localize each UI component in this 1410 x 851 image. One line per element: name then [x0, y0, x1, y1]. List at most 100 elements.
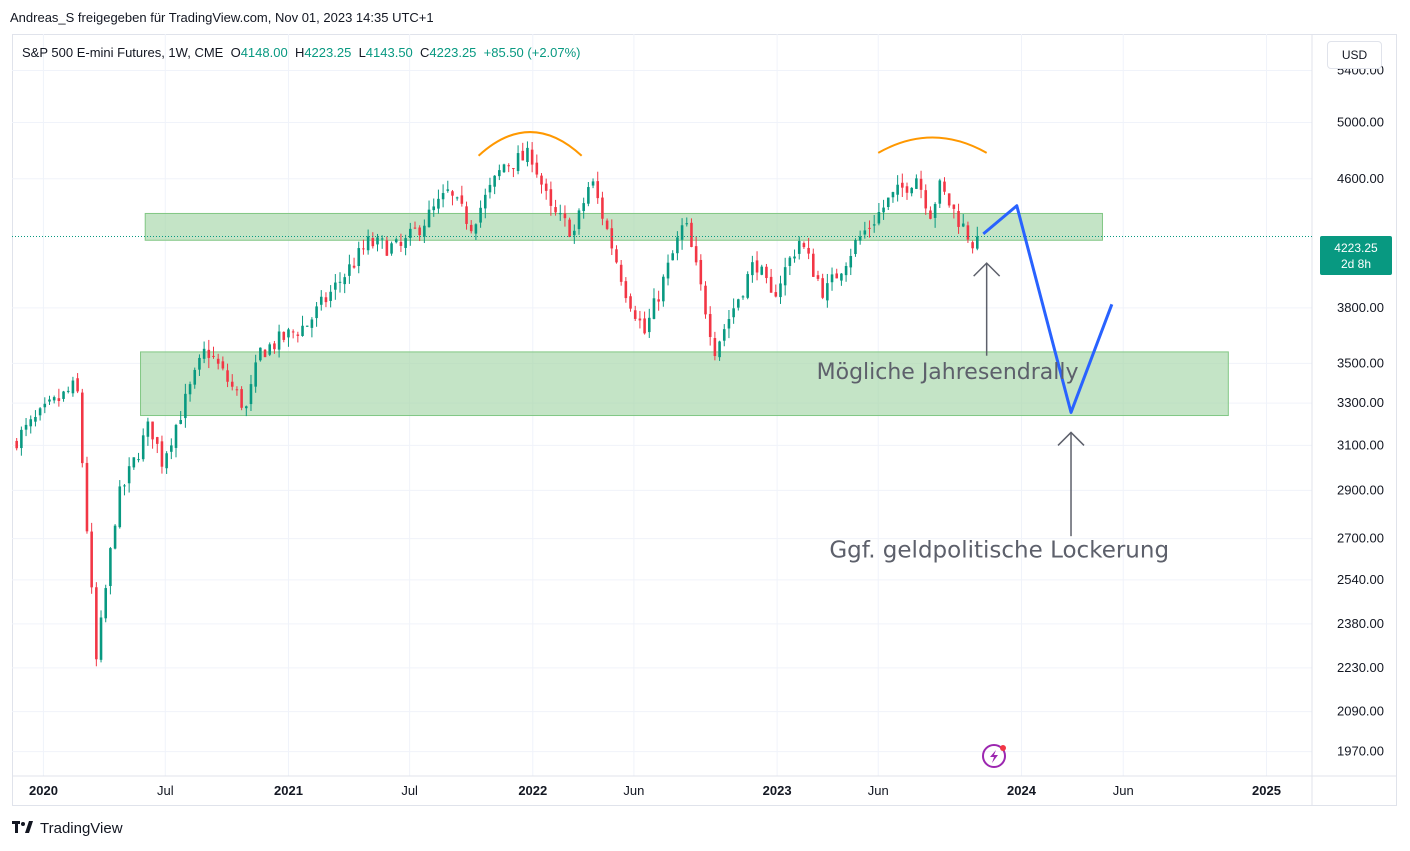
candle-body: [507, 165, 510, 167]
time-tick-label: 2025: [1252, 783, 1281, 798]
time-axis[interactable]: 2020 Jul 2021 Jul 2022 Jun 2023 Jun 2024 Jun 2025: [29, 783, 1281, 798]
candle-body: [629, 296, 632, 309]
candle-body: [474, 224, 478, 234]
candle-body: [202, 348, 206, 359]
candle-body: [132, 457, 136, 468]
candle-body: [558, 213, 562, 215]
candle-body: [788, 257, 792, 266]
candle-body: [380, 238, 384, 240]
candle-body: [807, 247, 810, 254]
price-chart[interactable]: Mögliche Jahresendrally Ggf. geldpolitisc…: [12, 34, 1397, 806]
candle-body: [20, 429, 23, 449]
candle-body: [947, 193, 951, 206]
chart-frame: [12, 34, 1397, 806]
candle-body: [52, 397, 56, 401]
candle-body: [802, 243, 806, 248]
snapshot-icon-ring: [982, 744, 1006, 768]
candle-body: [877, 212, 881, 224]
candle-body: [915, 178, 918, 189]
candle-body: [441, 193, 445, 200]
candle-body: [526, 147, 529, 163]
candle-body: [287, 329, 290, 338]
candle-body: [540, 175, 543, 185]
price-tick-label: 1970.00: [1337, 744, 1384, 759]
candle-body: [573, 230, 576, 236]
bar-countdown: 2d 8h: [1340, 256, 1372, 271]
candle-body: [198, 357, 201, 370]
candle-body: [38, 408, 42, 416]
candle-body: [123, 485, 126, 487]
symbol-name: S&P 500 E-mini Futures, 1W, CME: [22, 45, 224, 60]
candle-body: [605, 220, 609, 229]
candle-body: [835, 273, 839, 279]
candle-body: [104, 588, 108, 619]
annotation-arrow-head: [973, 262, 1001, 277]
drawings: Mögliche Jahresendrally Ggf. geldpolitisc…: [12, 131, 1312, 768]
candle-body: [961, 223, 965, 227]
price-axis[interactable]: 5400.005000.004600.003800.003500.003300.…: [1337, 63, 1384, 759]
candle-body: [212, 355, 215, 357]
candle-body: [357, 248, 361, 267]
grid: [12, 34, 1397, 806]
candle-body: [830, 274, 834, 283]
candle-body: [188, 384, 192, 395]
candle-body: [155, 437, 159, 444]
candle-body: [587, 187, 590, 204]
candle-body: [174, 424, 178, 448]
candle-body: [141, 435, 145, 460]
candle-body: [671, 253, 674, 261]
candle-body: [872, 224, 876, 226]
candle-body: [268, 344, 272, 355]
candle-body: [708, 314, 712, 338]
candle-body: [783, 267, 787, 286]
candle-body: [840, 273, 843, 281]
candle-body: [596, 181, 600, 199]
price-tick-label: 2090.00: [1337, 704, 1384, 719]
candle-body: [165, 453, 168, 469]
candle-body: [493, 175, 496, 187]
candle-body: [118, 486, 122, 528]
candle-body: [376, 237, 379, 245]
candle-body: [427, 209, 431, 228]
candle-body: [282, 331, 286, 340]
candle-body: [146, 421, 150, 437]
candle-body: [76, 378, 79, 392]
candle-body: [976, 236, 979, 249]
candle-body: [615, 249, 618, 263]
candle-body: [516, 153, 520, 172]
candle-body: [343, 277, 346, 285]
candle-body: [905, 186, 909, 193]
candle-body: [90, 531, 93, 588]
candle-body: [446, 189, 450, 191]
currency-selector[interactable]: USD: [1327, 41, 1382, 69]
candle-body: [821, 278, 824, 298]
price-tick-label: 5000.00: [1337, 114, 1384, 129]
candle-body: [901, 182, 904, 188]
candle-body: [160, 441, 164, 467]
snapshot-icon: [982, 744, 1006, 768]
high-value: 4223.25: [304, 45, 352, 60]
candle-body: [451, 191, 454, 196]
candle-body: [263, 349, 267, 358]
tradingview-logo[interactable]: TradingView: [12, 820, 123, 837]
candle-body: [315, 306, 318, 319]
price-tick-label: 3100.00: [1337, 437, 1384, 452]
open-label: O: [230, 45, 241, 60]
candle-body: [498, 170, 501, 177]
candle-body: [826, 283, 829, 301]
candle-body: [277, 331, 281, 350]
candle-body: [774, 292, 778, 297]
candle-body: [423, 225, 426, 237]
candle-body: [469, 224, 473, 232]
close-value: 4223.25: [429, 45, 477, 60]
candle-body: [394, 239, 398, 243]
candle-body: [62, 391, 65, 399]
annotation-label: Ggf. geldpolitische Lockerung: [829, 538, 1169, 564]
price-tick-label: 3800.00: [1337, 300, 1384, 315]
candle-body: [718, 341, 721, 358]
candle-body: [624, 281, 628, 299]
time-tick-label: 2021: [274, 783, 303, 798]
candle-body: [245, 406, 248, 409]
candle-body: [910, 187, 913, 194]
high-label: H: [294, 45, 305, 60]
